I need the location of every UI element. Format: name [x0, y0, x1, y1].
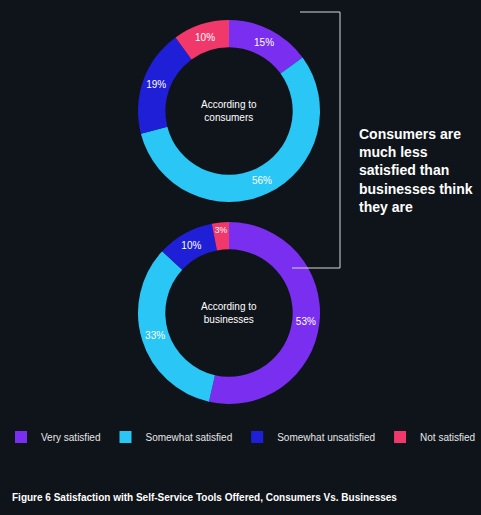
- svg-text:Consumers aremuch lesssatisfie: Consumers aremuch lesssatisfied thanbusi…: [359, 126, 473, 215]
- svg-text:Not satisfied: Not satisfied: [420, 432, 475, 443]
- svg-text:33%: 33%: [145, 330, 165, 341]
- svg-text:Figure 6 Satisfaction with Sel: Figure 6 Satisfaction with Self-Service …: [12, 492, 397, 503]
- svg-text:10%: 10%: [181, 240, 201, 251]
- svg-text:Somewhat unsatisfied: Somewhat unsatisfied: [277, 432, 375, 443]
- svg-text:Somewhat satisfied: Somewhat satisfied: [145, 432, 232, 443]
- svg-text:Very satisfied: Very satisfied: [41, 432, 100, 443]
- svg-text:19%: 19%: [146, 79, 166, 90]
- svg-text:56%: 56%: [252, 175, 272, 186]
- svg-text:53%: 53%: [296, 316, 316, 327]
- svg-text:According tobusinesses: According tobusinesses: [201, 301, 257, 325]
- svg-text:According toconsumers: According toconsumers: [201, 99, 257, 123]
- svg-text:10%: 10%: [195, 32, 215, 43]
- svg-text:3%: 3%: [215, 225, 228, 235]
- svg-text:15%: 15%: [254, 37, 274, 48]
